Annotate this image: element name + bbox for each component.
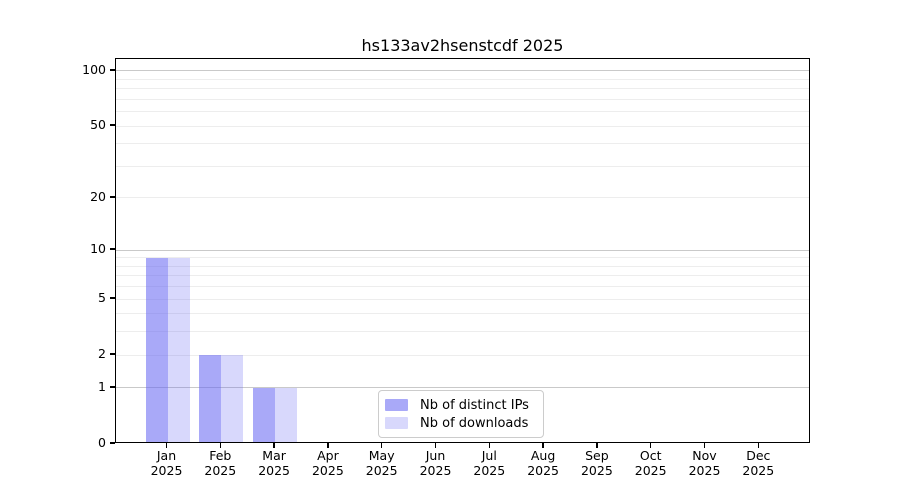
y-tick-label: 5 — [98, 290, 106, 306]
x-tick-year: 2025 — [204, 462, 237, 478]
x-tick-mark — [542, 443, 544, 448]
x-tick-year: 2025 — [419, 462, 452, 478]
x-tick-mark — [488, 443, 490, 448]
x-tick-month: Apr — [317, 448, 339, 463]
x-tick-label: Jan 2025 — [137, 448, 197, 478]
x-tick-mark — [757, 443, 759, 448]
bar-nb-of-downloads-feb — [221, 355, 244, 443]
legend-item-distinct-ips: Nb of distinct IPs — [385, 396, 535, 414]
x-tick-label: Sep 2025 — [567, 448, 627, 478]
x-tick-month: Mar — [262, 448, 286, 463]
y-tick-label: 10 — [90, 241, 106, 257]
y-tick-label: 0 — [98, 435, 106, 450]
gridline-minor — [116, 331, 809, 333]
legend-label-distinct-ips: Nb of distinct IPs — [420, 397, 529, 413]
y-tick-mark — [110, 124, 115, 126]
x-tick-mark — [327, 443, 329, 448]
gridline-minor — [116, 165, 809, 167]
x-tick-label: May 2025 — [352, 448, 412, 478]
x-tick-month: Feb — [209, 448, 232, 463]
x-tick-month: Sep — [585, 448, 609, 463]
x-tick-label: Aug 2025 — [513, 448, 573, 478]
x-tick-year: 2025 — [634, 462, 667, 478]
x-tick-year: 2025 — [365, 462, 398, 478]
x-tick-year: 2025 — [150, 462, 183, 478]
downloads-swatch — [385, 417, 408, 429]
x-tick-label: Oct 2025 — [621, 448, 681, 478]
x-tick-label: Apr 2025 — [298, 448, 358, 478]
y-tick-mark — [110, 297, 115, 299]
gridline-minor — [116, 313, 809, 315]
x-tick-month: Oct — [639, 448, 662, 463]
y-tick-label: 100 — [82, 61, 106, 77]
gridline-minor — [116, 275, 809, 277]
x-tick-mark — [219, 443, 221, 448]
x-tick-mark — [650, 443, 652, 448]
x-tick-mark — [434, 443, 437, 448]
x-tick-month: Dec — [746, 448, 771, 463]
x-tick-month: Jun — [425, 448, 446, 463]
y-tick-label: 2 — [98, 346, 106, 362]
distinct-ips-swatch — [385, 399, 408, 411]
x-tick-year: 2025 — [473, 462, 506, 478]
x-tick-year: 2025 — [580, 462, 613, 478]
bar-nb-of-downloads-jan — [167, 257, 190, 443]
y-tick-mark — [110, 196, 115, 198]
gridline-minor — [116, 197, 809, 199]
x-tick-month: Jan — [156, 448, 177, 463]
gridline-minor — [116, 286, 809, 288]
x-tick-year: 2025 — [527, 462, 559, 478]
x-tick-mark — [273, 443, 275, 448]
x-tick-year: 2025 — [311, 462, 344, 478]
gridline-major — [116, 70, 809, 72]
legend: Nb of distinct IPs Nb of downloads — [378, 390, 544, 438]
gridline-minor — [116, 78, 809, 80]
x-tick-label: Mar 2025 — [244, 448, 304, 478]
gridline-minor — [116, 354, 809, 356]
y-tick-mark — [110, 69, 115, 71]
x-tick-mark — [596, 443, 598, 448]
x-tick-label: Jul 2025 — [459, 448, 519, 478]
legend-item-downloads: Nb of downloads — [385, 414, 535, 432]
x-tick-year: 2025 — [688, 462, 721, 478]
bar-nb-of-distinct-ips-feb — [199, 355, 222, 443]
x-tick-month: May — [368, 448, 395, 463]
y-tick-mark — [110, 442, 115, 444]
y-tick-mark — [110, 353, 115, 355]
gridline-minor — [116, 298, 809, 300]
legend-label-downloads: Nb of downloads — [420, 415, 529, 431]
gridline-minor — [116, 88, 809, 90]
bar-nb-of-distinct-ips-jan — [145, 257, 168, 443]
x-tick-year: 2025 — [258, 462, 290, 478]
bar-nb-of-distinct-ips-mar — [253, 387, 276, 443]
x-tick-mark — [165, 443, 168, 448]
gridline-minor — [116, 143, 809, 145]
y-tick-label: 50 — [90, 117, 106, 133]
x-tick-mark — [381, 443, 383, 448]
gridline-major — [116, 387, 809, 389]
y-tick-label: 1 — [98, 378, 106, 394]
gridline-minor — [116, 125, 809, 127]
x-tick-year: 2025 — [742, 462, 775, 478]
y-tick-mark — [110, 386, 115, 388]
bar-nb-of-downloads-mar — [275, 387, 298, 443]
gridline-major — [116, 249, 809, 251]
x-tick-label: Jun 2025 — [406, 448, 466, 478]
x-tick-label: Nov 2025 — [675, 448, 735, 478]
gridline-minor — [116, 98, 809, 100]
y-tick-label: 20 — [90, 188, 106, 204]
x-tick-mark — [703, 443, 706, 448]
gridline-minor — [116, 257, 809, 259]
chart-title: hs133av2hsenstcdf 2025 — [361, 36, 564, 55]
x-tick-month: Aug — [530, 448, 556, 463]
gridline-minor — [116, 265, 809, 267]
y-tick-mark — [110, 248, 115, 250]
plot-area — [115, 58, 810, 443]
x-tick-label: Dec 2025 — [728, 448, 788, 478]
x-tick-label: Feb 2025 — [190, 448, 250, 478]
gridline-minor — [116, 111, 809, 113]
x-tick-month: Jul — [481, 448, 497, 463]
x-tick-month: Nov — [692, 448, 717, 463]
